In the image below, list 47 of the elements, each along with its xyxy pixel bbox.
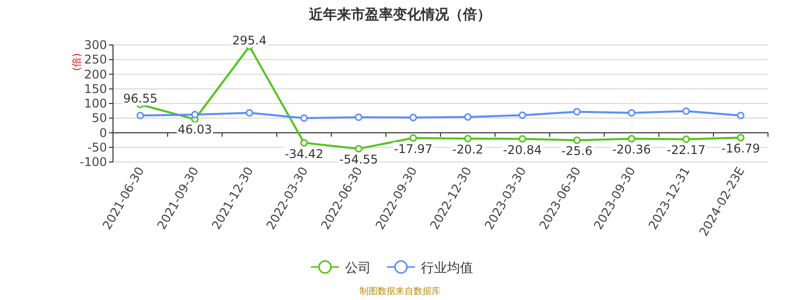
y-tick-label: -100 (80, 155, 107, 169)
data-label: -17.97 (394, 142, 433, 156)
point (682, 135, 690, 143)
data-label: -25.6 (561, 144, 592, 158)
point (191, 110, 199, 118)
point (518, 135, 526, 143)
y-axis-title: (倍) (71, 53, 83, 71)
point (409, 134, 417, 142)
point (300, 114, 308, 122)
point (464, 134, 472, 142)
point (573, 136, 581, 144)
text: 制图数据来自数据库 (360, 286, 440, 297)
y-tick-label: 150 (84, 82, 107, 96)
point (628, 134, 636, 142)
data-label: -34.42 (284, 146, 324, 161)
y-tick-label: 100 (84, 96, 107, 110)
y-tick-label: 250 (84, 52, 107, 67)
point (628, 109, 636, 117)
point (409, 114, 417, 122)
data-label: -16.79 (721, 142, 760, 156)
point (518, 111, 526, 119)
data-label: 46.03 (178, 122, 212, 136)
chart-title: 近年来市盈率变化情况（倍） (308, 6, 491, 23)
point (573, 108, 581, 116)
legend-label: 行业均值 (421, 261, 473, 276)
point (682, 107, 690, 115)
data-label: -20.36 (612, 142, 651, 157)
data-label: 295.4 (232, 33, 267, 48)
data-label: -20.84 (503, 142, 542, 157)
point (136, 112, 144, 120)
y-tick-label: -50 (87, 140, 107, 154)
y-tick-label: 300 (84, 38, 107, 52)
point (300, 139, 308, 147)
y-tick-label: 0 (99, 126, 107, 140)
point (464, 113, 472, 121)
data-label: 96.55 (123, 92, 158, 106)
point (246, 109, 254, 117)
y-tick-label: 200 (84, 67, 107, 82)
point (354, 113, 362, 121)
point (354, 144, 362, 152)
legend-label: 公司 (345, 261, 371, 276)
data-label: -20.2 (452, 142, 484, 157)
point (736, 134, 744, 142)
point (736, 112, 744, 120)
y-tick-label: 50 (92, 111, 107, 126)
data-label: -22.17 (666, 143, 706, 158)
data-label: -54.55 (339, 152, 378, 167)
